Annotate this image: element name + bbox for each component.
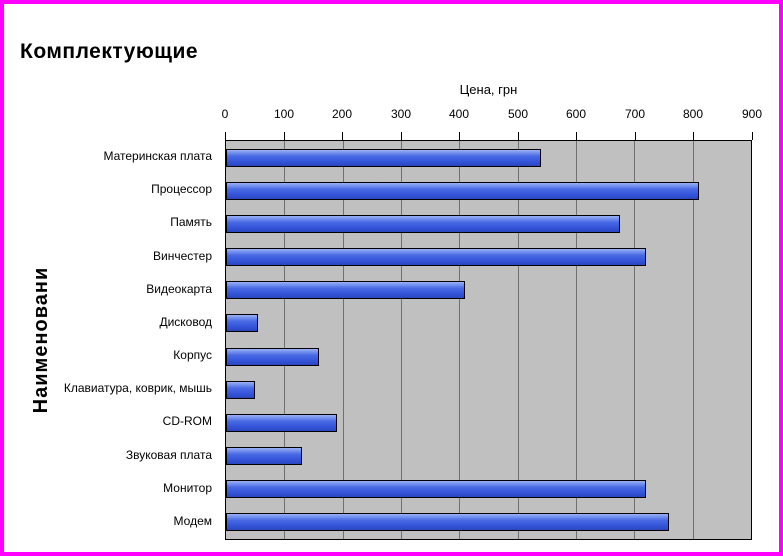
category-label-9: Звуковая плата [125,448,212,462]
tick-label-200: 200 [331,107,353,121]
plot-area [225,140,752,540]
gridline-700 [634,141,635,539]
tick-label-800: 800 [682,107,704,121]
bar-11 [226,513,669,531]
tick-mark-300 [401,132,402,140]
tick-mark-500 [518,132,519,140]
bar-2 [226,215,620,233]
bar-0 [226,149,541,167]
bar-3 [226,248,646,266]
category-label-1: Процессор [151,182,212,196]
bar-5 [226,314,258,332]
tick-label-500: 500 [507,107,529,121]
gridline-300 [401,141,402,539]
category-label-3: Винчестер [153,249,212,263]
gridline-100 [284,141,285,539]
category-axis-labels: Материнская плата Процессор Память Винчесте… [12,140,218,540]
gridline-200 [343,141,344,539]
category-label-4: Видеокарта [146,282,212,296]
tick-label-700: 700 [624,107,646,121]
tick-mark-800 [693,132,694,140]
bar-6 [226,348,319,366]
tick-label-0: 0 [221,107,229,121]
bar-4 [226,281,465,299]
bar-10 [226,480,646,498]
tick-mark-900 [752,132,753,140]
tick-label-900: 900 [741,107,763,121]
gridline-500 [518,141,519,539]
gridline-400 [459,141,460,539]
category-label-10: Монитор [163,481,212,495]
tick-mark-700 [635,132,636,140]
category-label-6: Корпус [173,348,212,362]
tick-mark-400 [459,132,460,140]
value-axis-tick-marks [225,132,753,140]
tick-mark-0 [225,132,226,140]
tick-mark-600 [576,132,577,140]
category-label-2: Память [170,215,212,229]
category-label-0: Материнская плата [103,149,212,163]
category-label-8: CD-ROM [162,414,212,428]
category-label-11: Модем [173,514,212,528]
bar-1 [226,182,699,200]
value-axis-title: Цена, грн [459,82,518,97]
gridline-800 [693,141,694,539]
tick-label-400: 400 [448,107,470,121]
tick-mark-100 [284,132,285,140]
category-label-7: Клавиатура, коврик, мышь [63,381,212,395]
gridline-900 [751,141,752,539]
bar-9 [226,447,302,465]
tick-label-100: 100 [273,107,295,121]
bar-8 [226,414,337,432]
gridline-600 [576,141,577,539]
bar-7 [226,381,255,399]
tick-label-600: 600 [565,107,587,121]
tick-label-300: 300 [390,107,412,121]
value-axis-tick-labels: 0 100 200 300 400 500 600 700 800 900 [221,107,762,123]
chart-title: Комплектующие [20,40,199,63]
category-label-5: Дисковод [159,315,212,329]
tick-mark-200 [342,132,343,140]
